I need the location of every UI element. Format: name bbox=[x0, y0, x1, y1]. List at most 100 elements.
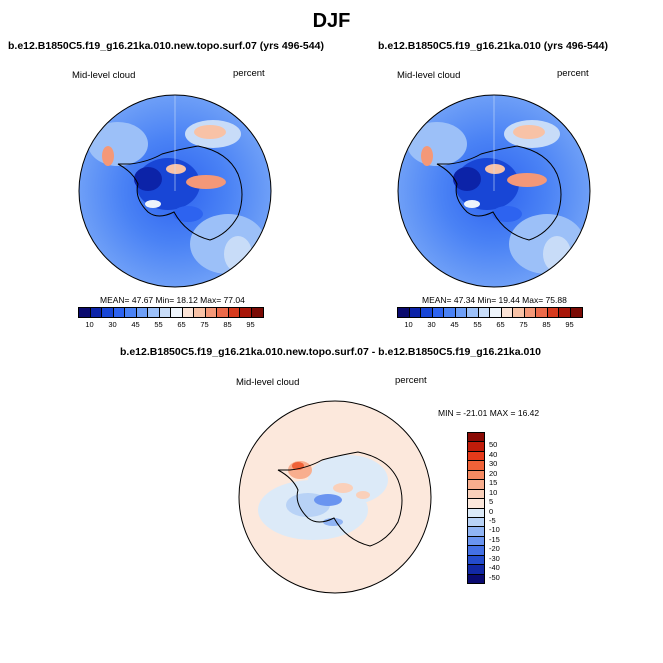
colorbar-tick-label: 95 bbox=[565, 320, 574, 329]
colorbar-tick-label: 20 bbox=[489, 468, 498, 478]
colorbar-tick-label: 65 bbox=[496, 320, 505, 329]
panel3-colorbar-ticks: 50 40 30 20 15 10 5 0 -5 -10 -15 -20 -30 -40 -50 bbox=[489, 440, 500, 582]
colorbar-swatch bbox=[513, 308, 525, 317]
panel1-variable-label: Mid-level cloud bbox=[72, 70, 136, 81]
panel2-colorbar-ticks: 10 30 45 55 65 75 85 95 bbox=[397, 320, 581, 329]
colorbar-swatch bbox=[194, 308, 206, 317]
colorbar-swatch bbox=[136, 308, 148, 317]
colorbar-swatch bbox=[468, 536, 484, 547]
colorbar-tick-label: 75 bbox=[519, 320, 528, 329]
colorbar-swatch bbox=[467, 308, 479, 317]
colorbar-swatch bbox=[559, 308, 571, 317]
panel1-title: b.e12.B1850C5.f19_g16.21ka.010.new.topo.… bbox=[8, 40, 324, 52]
colorbar-swatch bbox=[570, 308, 582, 317]
colorbar-tick-label: 30 bbox=[489, 459, 498, 469]
colorbar-swatch bbox=[468, 565, 484, 575]
colorbar-tick-label: 10 bbox=[404, 320, 413, 329]
panel2-title: b.e12.B1850C5.f19_g16.21ka.010 (yrs 496-… bbox=[378, 40, 608, 52]
colorbar-swatch bbox=[228, 308, 240, 317]
colorbar-swatch bbox=[217, 308, 229, 317]
colorbar-swatch bbox=[478, 308, 490, 317]
colorbar-swatch bbox=[468, 555, 484, 566]
colorbar-swatch bbox=[251, 308, 263, 317]
panel2-polar-map bbox=[397, 94, 591, 288]
colorbar-swatch bbox=[125, 308, 137, 317]
colorbar-tick-label: 15 bbox=[489, 478, 498, 488]
season-title: DJF bbox=[312, 10, 351, 32]
panel1-polar-map bbox=[78, 94, 272, 288]
panel2-colorbar bbox=[397, 307, 583, 318]
colorbar-tick-label: -20 bbox=[489, 544, 500, 554]
colorbar-swatch bbox=[468, 527, 484, 537]
colorbar-tick-label: -50 bbox=[489, 572, 500, 582]
colorbar-swatch bbox=[79, 308, 91, 317]
panel1-units-label: percent bbox=[233, 68, 265, 79]
colorbar-swatch bbox=[159, 308, 171, 317]
colorbar-tick-label: 95 bbox=[246, 320, 255, 329]
panel3-polar-map bbox=[238, 400, 432, 594]
colorbar-swatch bbox=[490, 308, 502, 317]
colorbar-swatch bbox=[468, 574, 484, 583]
colorbar-tick-label: 10 bbox=[85, 320, 94, 329]
colorbar-swatch bbox=[398, 308, 410, 317]
colorbar-swatch bbox=[468, 508, 484, 518]
panel3-colorbar bbox=[467, 432, 485, 584]
colorbar-tick-label: 45 bbox=[131, 320, 140, 329]
colorbar-tick-label: -10 bbox=[489, 525, 500, 535]
colorbar-swatch bbox=[205, 308, 217, 317]
colorbar-tick-label: -5 bbox=[489, 515, 496, 525]
panel2-units-label: percent bbox=[557, 68, 589, 79]
colorbar-tick-label: 30 bbox=[427, 320, 436, 329]
colorbar-swatch bbox=[444, 308, 456, 317]
colorbar-swatch bbox=[468, 489, 484, 500]
colorbar-tick-label: 50 bbox=[489, 440, 498, 450]
colorbar-swatch bbox=[536, 308, 548, 317]
colorbar-tick-label: 5 bbox=[489, 497, 494, 507]
colorbar-tick-label: 10 bbox=[489, 487, 498, 497]
colorbar-tick-label: 30 bbox=[108, 320, 117, 329]
panel3-variable-label: Mid-level cloud bbox=[236, 377, 300, 388]
colorbar-swatch bbox=[468, 546, 484, 556]
colorbar-tick-label: 65 bbox=[177, 320, 186, 329]
colorbar-swatch bbox=[240, 308, 252, 317]
colorbar-tick-label: 55 bbox=[154, 320, 163, 329]
colorbar-swatch bbox=[468, 470, 484, 481]
colorbar-swatch bbox=[468, 461, 484, 471]
colorbar-tick-label: 45 bbox=[450, 320, 459, 329]
colorbar-swatch bbox=[468, 442, 484, 452]
colorbar-swatch bbox=[102, 308, 114, 317]
colorbar-tick-label: 40 bbox=[489, 449, 498, 459]
colorbar-tick-label: 0 bbox=[489, 506, 494, 516]
colorbar-swatch bbox=[524, 308, 536, 317]
panel2-stats: MEAN= 47.34 Min= 19.44 Max= 75.88 bbox=[422, 295, 567, 305]
panel3-stats: MIN = -21.01 MAX = 16.42 bbox=[438, 408, 540, 418]
colorbar-swatch bbox=[171, 308, 183, 317]
colorbar-swatch bbox=[90, 308, 102, 317]
colorbar-tick-label: -40 bbox=[489, 563, 500, 573]
panel1-colorbar bbox=[78, 307, 264, 318]
colorbar-tick-label: 85 bbox=[223, 320, 232, 329]
panel1-colorbar-ticks: 10 30 45 55 65 75 85 95 bbox=[78, 320, 262, 329]
panel1-stats: MEAN= 47.67 Min= 18.12 Max= 77.04 bbox=[100, 295, 245, 305]
colorbar-tick-label: -30 bbox=[489, 553, 500, 563]
colorbar-swatch bbox=[148, 308, 160, 317]
colorbar-tick-label: 75 bbox=[200, 320, 209, 329]
colorbar-swatch bbox=[182, 308, 194, 317]
colorbar-tick-label: 85 bbox=[542, 320, 551, 329]
colorbar-tick-label: -15 bbox=[489, 534, 500, 544]
colorbar-swatch bbox=[468, 480, 484, 490]
panel3-units-label: percent bbox=[395, 375, 427, 386]
colorbar-swatch bbox=[113, 308, 125, 317]
colorbar-swatch bbox=[468, 433, 484, 443]
colorbar-swatch bbox=[501, 308, 513, 317]
colorbar-tick-label: 55 bbox=[473, 320, 482, 329]
colorbar-swatch bbox=[468, 451, 484, 462]
colorbar-swatch bbox=[468, 499, 484, 509]
colorbar-swatch bbox=[409, 308, 421, 317]
colorbar-swatch bbox=[432, 308, 444, 317]
colorbar-swatch bbox=[468, 517, 484, 528]
colorbar-swatch bbox=[547, 308, 559, 317]
panel2-variable-label: Mid-level cloud bbox=[397, 70, 461, 81]
colorbar-swatch bbox=[455, 308, 467, 317]
colorbar-swatch bbox=[421, 308, 433, 317]
